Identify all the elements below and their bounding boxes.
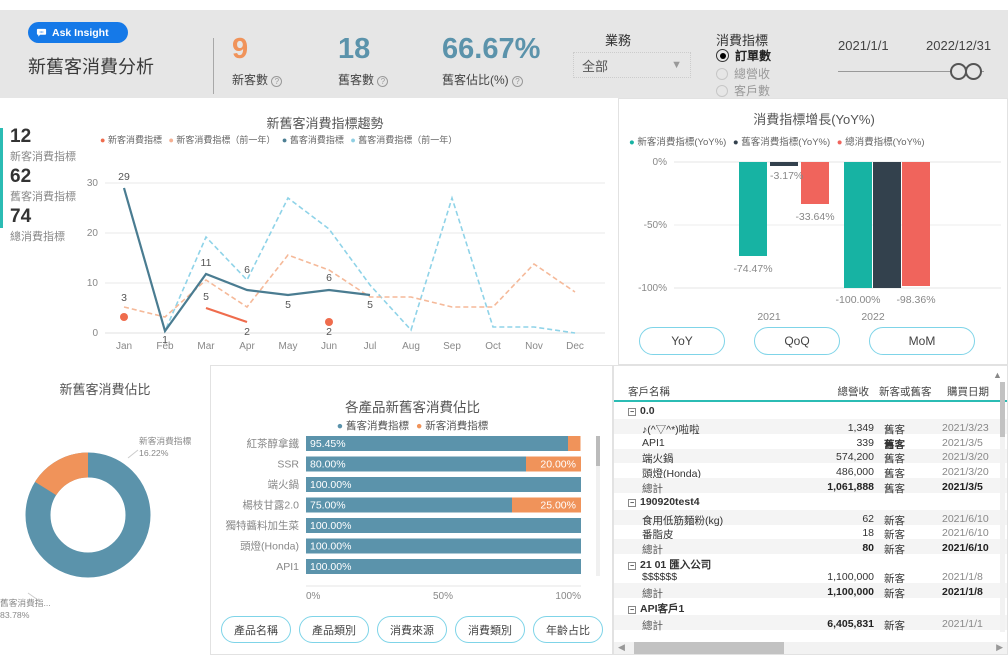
svg-text:-50%: -50%	[644, 220, 667, 231]
svg-text:100.00%: 100.00%	[310, 520, 351, 532]
svg-text:舊客消費指...: 舊客消費指...	[0, 597, 51, 608]
svg-text:100.00%: 100.00%	[310, 541, 351, 553]
svg-text:16.22%: 16.22%	[139, 448, 169, 458]
svg-text:0%: 0%	[653, 157, 668, 168]
svg-text:端火鍋: 端火鍋	[268, 478, 300, 491]
svg-text:-98.36%: -98.36%	[896, 294, 935, 306]
svg-text:80.00%: 80.00%	[310, 459, 346, 471]
svg-text:10: 10	[87, 278, 99, 289]
svg-text:2021: 2021	[757, 311, 781, 323]
svg-text:5: 5	[367, 299, 373, 311]
svg-text:0: 0	[92, 328, 98, 339]
svg-text:-74.47%: -74.47%	[733, 263, 772, 275]
svg-text:20: 20	[87, 228, 99, 239]
svg-text:新客消費指標: 新客消費指標	[139, 435, 191, 446]
svg-text:0%: 0%	[306, 591, 321, 602]
svg-text:2: 2	[244, 326, 250, 338]
svg-text:100%: 100%	[555, 591, 581, 602]
svg-text:API1: API1	[276, 561, 299, 573]
svg-text:Oct: Oct	[485, 341, 501, 352]
svg-text:-100%: -100%	[638, 283, 667, 294]
svg-text:獨特醬料加生菜: 獨特醬料加生菜	[226, 519, 300, 532]
svg-text:20.00%: 20.00%	[540, 459, 576, 471]
svg-text:紅茶醇拿鐵: 紅茶醇拿鐵	[247, 437, 300, 450]
svg-text:-3.17%: -3.17%	[770, 170, 803, 182]
svg-text:6: 6	[244, 264, 250, 276]
svg-text:Jan: Jan	[116, 341, 132, 352]
svg-text:100.00%: 100.00%	[310, 479, 351, 491]
svg-text:SSR: SSR	[277, 459, 299, 471]
svg-text:83.78%: 83.78%	[0, 610, 30, 620]
svg-text:May: May	[279, 341, 298, 352]
svg-text:95.45%: 95.45%	[310, 438, 346, 450]
svg-text:6: 6	[326, 272, 332, 284]
svg-text:3: 3	[121, 292, 127, 304]
svg-text:頭燈(Honda): 頭燈(Honda)	[240, 540, 299, 553]
svg-text:5: 5	[203, 291, 209, 303]
svg-text:29: 29	[118, 171, 130, 183]
svg-text:2: 2	[326, 326, 332, 338]
svg-text:Dec: Dec	[566, 341, 584, 352]
svg-text:75.00%: 75.00%	[310, 500, 346, 512]
svg-text:50%: 50%	[433, 591, 453, 602]
svg-text:25.00%: 25.00%	[540, 500, 576, 512]
svg-text:2022: 2022	[861, 311, 885, 323]
svg-text:Mar: Mar	[197, 341, 215, 352]
svg-text:30: 30	[87, 178, 99, 189]
svg-text:1: 1	[162, 334, 168, 346]
svg-text:Nov: Nov	[525, 341, 543, 352]
svg-text:Apr: Apr	[239, 341, 255, 352]
svg-text:-100.00%: -100.00%	[836, 294, 881, 306]
svg-text:Sep: Sep	[443, 341, 461, 352]
svg-text:100.00%: 100.00%	[310, 561, 351, 573]
svg-text:5: 5	[285, 299, 291, 311]
svg-text:Aug: Aug	[402, 341, 420, 352]
svg-text:-33.64%: -33.64%	[795, 211, 834, 223]
svg-text:11: 11	[201, 257, 212, 269]
svg-text:楊枝甘露2.0: 楊枝甘露2.0	[242, 499, 299, 512]
svg-text:Jun: Jun	[321, 341, 337, 352]
svg-text:Jul: Jul	[364, 341, 377, 352]
